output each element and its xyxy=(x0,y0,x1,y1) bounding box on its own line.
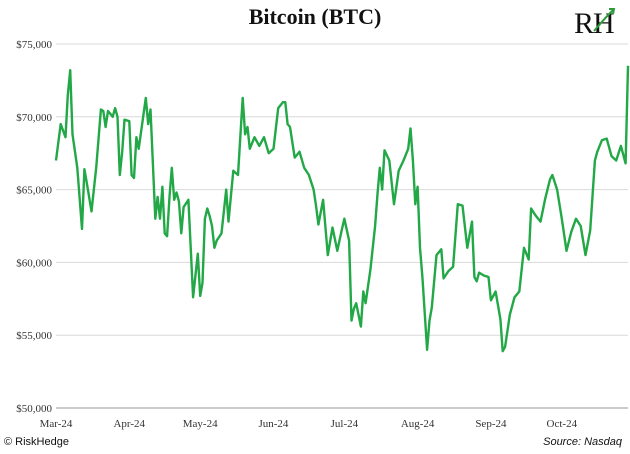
x-axis-ticks: Mar-24 Apr-24 May-24 Jun-24 Jul-24 Aug-24 Sep-… xyxy=(40,418,578,430)
x-tick-label: Aug-24 xyxy=(401,418,435,430)
logo-arrow-head xyxy=(609,8,616,15)
source-text: Source: Nasdaq xyxy=(543,436,622,448)
y-axis-ticks: $50,000 $55,000 $60,000 $65,000 $70,000 $75,0… xyxy=(16,39,52,415)
x-tick-label: Jul-24 xyxy=(331,418,359,430)
logo-letter-r: R xyxy=(574,7,594,38)
x-tick-label: Sep-24 xyxy=(475,418,507,430)
x-tick-label: May-24 xyxy=(183,418,218,430)
y-tick-label: $50,000 xyxy=(16,403,52,415)
copyright-text: © RiskHedge xyxy=(4,436,69,448)
logo-growth-arrow xyxy=(593,9,614,32)
y-tick-label: $70,000 xyxy=(16,112,52,124)
riskhedge-logo: R H xyxy=(574,7,616,38)
x-tick-label: Jun-24 xyxy=(258,418,288,430)
y-tick-label: $60,000 xyxy=(16,257,52,269)
x-tick-label: Apr-24 xyxy=(113,418,145,430)
y-tick-label: $65,000 xyxy=(16,185,52,197)
x-tick-label: Mar-24 xyxy=(40,418,73,430)
x-tick-label: Oct-24 xyxy=(547,418,578,430)
y-tick-label: $75,000 xyxy=(16,39,52,51)
btc-price-line xyxy=(54,65,630,353)
chart-title: Bitcoin (BTC) xyxy=(248,4,382,29)
y-tick-label: $55,000 xyxy=(16,330,52,342)
